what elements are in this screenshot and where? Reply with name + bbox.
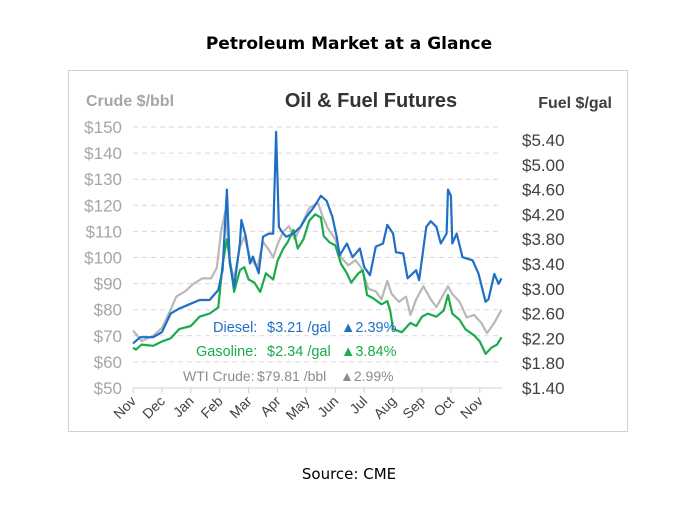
left-tick-label: $110 — [85, 222, 122, 241]
right-tick-label: $2.60 — [522, 305, 565, 324]
left-tick-label: $90 — [94, 275, 122, 294]
gasoline-line — [132, 213, 503, 355]
left-tick-label: $130 — [84, 170, 122, 189]
x-tick-label: Oct — [430, 393, 457, 420]
right-tick-label: $5.40 — [522, 131, 565, 150]
crude-label: WTI Crude: — [183, 368, 255, 384]
x-tick-label: May — [283, 393, 313, 423]
left-tick-label: $70 — [94, 327, 122, 346]
crude-change: ▲2.99% — [340, 368, 394, 384]
left-tick-label: $100 — [84, 249, 122, 268]
chart-frame — [68, 70, 628, 432]
gasoline-price: $2.34 /gal — [267, 344, 331, 360]
right-tick-label: $3.00 — [522, 280, 565, 299]
x-tick-label: Jan — [170, 393, 197, 420]
right-tick-label: $5.00 — [522, 156, 565, 175]
wti-crude-line — [132, 201, 503, 343]
x-tick-label: Feb — [197, 393, 226, 422]
right-tick-label: $3.40 — [522, 255, 565, 274]
left-axis-label: Crude $/bbl — [86, 93, 174, 110]
x-tick-label: Jul — [346, 393, 370, 417]
page-title: Petroleum Market at a Glance — [205, 34, 493, 54]
diesel-change: ▲2.39% — [341, 320, 397, 336]
left-tick-label: $120 — [84, 196, 122, 215]
x-tick-label: Apr — [257, 393, 284, 420]
source-note: Source: CME — [301, 465, 397, 483]
x-tick-label: Jun — [314, 393, 341, 420]
chart-title: Oil & Fuel Futures — [285, 90, 457, 112]
x-tick-label: Sep — [399, 393, 428, 422]
crude-price: $79.81 /bbl — [257, 368, 326, 384]
gasoline-annotation: Gasoline: $2.34 /gal ▲3.84% — [196, 344, 397, 360]
right-tick-label: $4.60 — [522, 181, 565, 200]
left-tick-label: $140 — [84, 144, 122, 163]
x-tick-label: Dec — [139, 393, 168, 422]
left-tick-label: $50 — [94, 379, 122, 398]
left-tick-label: $150 — [84, 118, 122, 137]
x-tick-label: Mar — [226, 393, 255, 422]
left-tick-label: $60 — [94, 353, 122, 372]
right-tick-label: $1.80 — [522, 354, 565, 373]
diesel-price: $3.21 /gal — [267, 320, 331, 336]
diesel-line — [132, 130, 503, 345]
gasoline-change: ▲3.84% — [341, 344, 397, 360]
x-tick-label: Nov — [457, 393, 486, 422]
right-tick-label: $2.20 — [522, 329, 565, 348]
right-tick-label: $1.40 — [522, 379, 565, 398]
gasoline-label: Gasoline: — [196, 344, 257, 360]
x-tick-label: Aug — [370, 393, 399, 422]
diesel-annotation: Diesel: $3.21 /gal ▲2.39% — [213, 320, 397, 336]
left-tick-label: $80 — [94, 301, 122, 320]
right-axis-label: Fuel $/gal — [538, 95, 612, 112]
crude-annotation: WTI Crude: $79.81 /bbl ▲2.99% — [183, 368, 394, 384]
right-tick-label: $3.80 — [522, 230, 565, 249]
diesel-label: Diesel: — [213, 320, 257, 336]
price-annotations: Diesel: $3.21 /gal ▲2.39% Gasoline: $2.3… — [183, 320, 397, 384]
right-tick-label: $4.20 — [522, 205, 565, 224]
